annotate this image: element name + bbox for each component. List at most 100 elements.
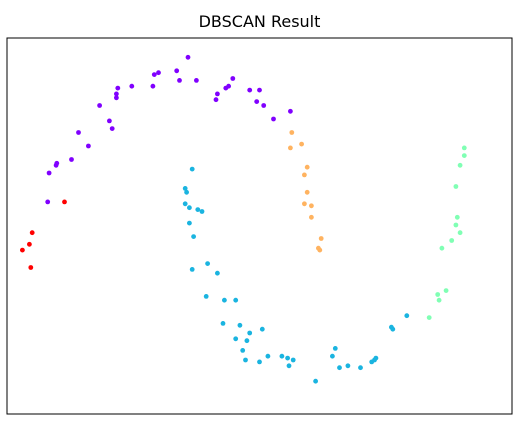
scatter-point-cyan xyxy=(332,346,338,351)
scatter-point-purple xyxy=(194,78,199,83)
scatter-point-purple xyxy=(261,103,267,108)
scatter-point-purple xyxy=(76,130,81,135)
scatter-point-purple xyxy=(215,91,220,97)
scatter-point-purple xyxy=(109,126,115,131)
scatter-point-purple xyxy=(174,68,180,74)
scatter-point-cyan xyxy=(337,365,342,371)
scatter-point-cyan xyxy=(222,297,227,303)
plot-frame xyxy=(6,37,513,415)
scatter-point-green xyxy=(461,153,467,159)
scatter-point-cyan xyxy=(390,326,396,332)
scatter-point-green xyxy=(454,214,460,220)
scatter-point-purple xyxy=(247,87,253,93)
scatter-point-green xyxy=(461,145,467,151)
scatter-point-green xyxy=(426,315,432,320)
scatter-point-cyan xyxy=(205,261,211,266)
scatter-point-red xyxy=(27,241,32,247)
scatter-point-cyan xyxy=(404,313,410,319)
scatter-point-purple xyxy=(86,143,91,149)
scatter-point-red xyxy=(20,247,25,253)
scatter-point-cyan xyxy=(237,322,243,328)
scatter-point-cyan xyxy=(358,365,363,371)
scatter-point-cyan xyxy=(220,321,226,326)
scatter-point-red xyxy=(62,199,67,205)
scatter-point-orange xyxy=(302,201,307,207)
scatter-point-cyan xyxy=(187,205,192,211)
scatter-point-cyan xyxy=(373,355,379,361)
scatter-point-orange xyxy=(318,236,324,241)
scatter-point-purple xyxy=(114,91,119,97)
scatter-point-orange xyxy=(309,203,314,209)
scatter-point-purple xyxy=(271,116,276,122)
scatter-point-green xyxy=(457,230,463,236)
scatter-point-purple xyxy=(257,87,262,93)
scatter-point-green xyxy=(453,184,459,189)
scatter-point-orange xyxy=(289,130,295,135)
scatter-point-purple xyxy=(45,199,51,205)
scatter-point-orange xyxy=(302,172,307,178)
scatter-point-cyan xyxy=(286,363,292,369)
scatter-point-orange xyxy=(299,141,304,147)
scatter-point-purple xyxy=(156,70,161,76)
scatter-point-green xyxy=(439,245,445,251)
scatter-point-purple xyxy=(226,83,232,89)
scatter-point-purple xyxy=(185,54,191,60)
scatter-point-orange xyxy=(304,164,310,170)
data-points xyxy=(20,54,467,384)
scatter-point-purple xyxy=(151,72,157,77)
scatter-point-purple xyxy=(69,157,74,162)
scatter-point-orange xyxy=(304,189,310,195)
scatter-point-cyan xyxy=(313,378,318,384)
scatter-point-purple xyxy=(129,83,135,89)
scatter-point-cyan xyxy=(257,359,262,365)
scatter-point-cyan xyxy=(247,330,253,336)
scatter-point-cyan xyxy=(290,357,296,363)
scatter-point-purple xyxy=(114,95,119,101)
scatter-point-cyan xyxy=(285,355,290,361)
scatter-point-purple xyxy=(177,78,182,83)
scatter-point-purple xyxy=(115,85,121,91)
scatter-point-purple xyxy=(46,170,52,176)
scatter-point-cyan xyxy=(240,348,246,353)
scatter-point-green xyxy=(453,222,459,228)
scatter-point-cyan xyxy=(203,294,209,299)
scatter-point-cyan xyxy=(345,363,351,369)
scatter-point-red xyxy=(29,230,35,236)
scatter-point-cyan xyxy=(233,336,239,342)
scatter-point-cyan xyxy=(182,186,188,191)
scatter-point-cyan xyxy=(199,209,205,214)
scatter-point-purple xyxy=(107,118,112,124)
scatter-point-orange xyxy=(288,145,293,151)
scatter-point-cyan xyxy=(189,267,195,272)
scatter-point-cyan xyxy=(215,270,220,276)
scatter-point-orange xyxy=(317,247,323,253)
scatter-point-green xyxy=(457,162,463,168)
scatter-point-orange xyxy=(309,214,314,220)
scatter-point-cyan xyxy=(189,166,195,172)
scatter-point-green xyxy=(449,238,455,243)
scatter-point-red xyxy=(28,265,34,270)
scatter-point-cyan xyxy=(191,234,197,240)
scatter-point-cyan xyxy=(244,338,250,344)
scatter-point-cyan xyxy=(330,353,335,359)
scatter-point-green xyxy=(443,288,449,293)
scatter-point-cyan xyxy=(182,201,188,207)
scatter-point-purple xyxy=(54,160,60,166)
scatter-point-cyan xyxy=(195,207,201,213)
scatter-point-cyan xyxy=(187,220,192,226)
scatter-point-purple xyxy=(150,83,156,89)
scatter-point-cyan xyxy=(279,353,285,359)
scatter-point-green xyxy=(436,297,442,303)
scatter-point-cyan xyxy=(259,326,265,332)
scatter-point-purple xyxy=(213,97,219,103)
scatter-point-cyan xyxy=(233,297,239,303)
scatter-point-purple xyxy=(254,99,260,104)
scatter-point-green xyxy=(435,292,441,297)
scatter-point-purple xyxy=(97,103,102,108)
chart-title: DBSCAN Result xyxy=(198,12,321,31)
scatter-point-cyan xyxy=(243,357,248,363)
scatter-point-cyan xyxy=(184,189,190,195)
scatter-point-purple xyxy=(230,76,236,81)
scatter-point-cyan xyxy=(265,353,271,359)
